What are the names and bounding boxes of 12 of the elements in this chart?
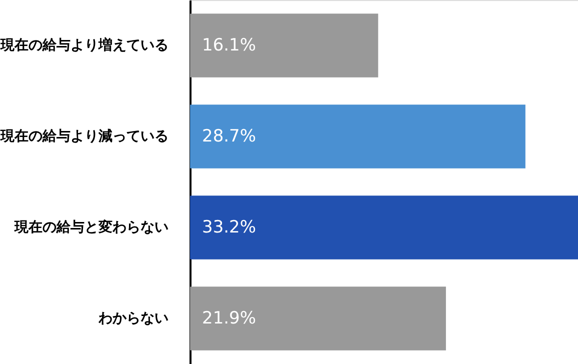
bar [190, 14, 378, 78]
y-tick-label: 現在の給与と変わらない [14, 218, 168, 236]
bar [190, 196, 578, 260]
bar [190, 104, 526, 168]
data-label: 33.2% [202, 218, 256, 238]
data-label: 16.1% [202, 36, 256, 56]
y-tick-label: 現在の給与より増えている [0, 36, 168, 54]
y-tick-label: 現在の給与より減っている [0, 128, 168, 144]
bar [190, 286, 446, 350]
data-label: 28.7% [202, 126, 256, 146]
data-label: 21.9% [202, 308, 256, 328]
y-tick-label: わからない [98, 310, 168, 326]
